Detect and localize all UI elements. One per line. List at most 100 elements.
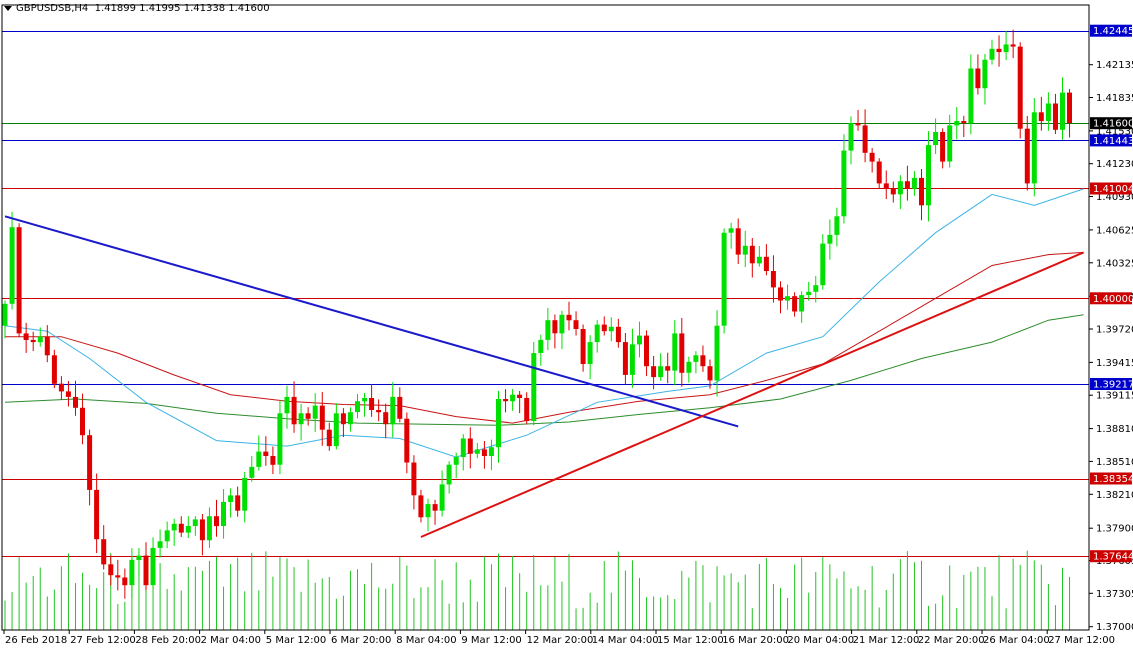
level-tag: 1.40000 bbox=[1090, 292, 1133, 305]
candle bbox=[749, 238, 755, 278]
candle-body bbox=[228, 495, 234, 502]
candle-body bbox=[919, 177, 924, 206]
candle-body bbox=[37, 336, 43, 343]
candle bbox=[263, 436, 269, 466]
candle-body bbox=[947, 125, 953, 162]
candle-body bbox=[608, 326, 614, 332]
candle bbox=[319, 391, 325, 446]
candle-body bbox=[841, 150, 847, 217]
time-tick-label: 28 Feb 20:00 bbox=[135, 635, 201, 646]
candle bbox=[73, 380, 78, 416]
candle bbox=[65, 381, 71, 407]
candle bbox=[143, 542, 149, 591]
candle-body bbox=[763, 256, 769, 271]
candle bbox=[44, 325, 50, 363]
candle bbox=[841, 134, 847, 224]
candle-body bbox=[418, 495, 424, 518]
level-tag-bg bbox=[1090, 182, 1132, 195]
candle-body bbox=[566, 314, 572, 321]
price-tick-label: 1.37305 bbox=[1096, 589, 1133, 600]
candle-body bbox=[954, 121, 960, 126]
candle bbox=[242, 471, 248, 523]
candle-body bbox=[270, 456, 276, 465]
candle-body bbox=[44, 336, 50, 356]
candle bbox=[439, 470, 445, 517]
candle-body bbox=[827, 234, 833, 244]
candle-body bbox=[453, 457, 459, 465]
time-tick-label: 5 Mar 12:00 bbox=[266, 635, 326, 646]
candle-body bbox=[637, 335, 642, 345]
candle-body bbox=[876, 161, 882, 184]
dropdown-triangle-icon[interactable] bbox=[4, 5, 12, 11]
candle bbox=[721, 228, 727, 334]
candle-body bbox=[439, 484, 445, 511]
level-tag: 1.37644 bbox=[1090, 550, 1133, 563]
candle-body bbox=[355, 401, 360, 413]
time-tick-label: 2 Mar 04:00 bbox=[201, 635, 261, 646]
candle-body bbox=[376, 410, 382, 413]
candle bbox=[580, 324, 586, 372]
candle-body bbox=[714, 325, 720, 381]
candle-body bbox=[23, 333, 29, 340]
time-tick-label: 16 Mar 20:00 bbox=[722, 635, 789, 646]
level-tag: 1.41004 bbox=[1090, 182, 1133, 195]
candle-body bbox=[235, 495, 241, 511]
candle bbox=[848, 116, 854, 165]
candle bbox=[693, 351, 699, 374]
candle-body bbox=[369, 398, 375, 410]
price-tick-label: 1.40930 bbox=[1096, 192, 1133, 203]
candle-body bbox=[446, 464, 452, 485]
candle-body bbox=[615, 326, 621, 343]
candle bbox=[496, 390, 501, 463]
candle bbox=[763, 244, 769, 276]
candle-body bbox=[164, 530, 170, 542]
time-tick-label: 12 Mar 20:00 bbox=[527, 635, 594, 646]
candle-body bbox=[728, 228, 734, 233]
candle bbox=[517, 391, 523, 414]
candle-body bbox=[1031, 112, 1037, 184]
candle-body bbox=[383, 412, 389, 425]
price-tick-label: 1.41230 bbox=[1096, 159, 1133, 170]
candle-body bbox=[651, 366, 657, 378]
candle-body bbox=[503, 399, 509, 402]
candle bbox=[355, 394, 360, 419]
candle bbox=[728, 222, 734, 249]
candle bbox=[679, 317, 685, 387]
candle-body bbox=[277, 413, 283, 465]
candle bbox=[340, 408, 346, 438]
candle-body bbox=[594, 324, 600, 343]
candle bbox=[30, 331, 36, 352]
candle-body bbox=[397, 396, 403, 419]
candle bbox=[968, 54, 974, 135]
candle bbox=[510, 389, 516, 411]
candle-body bbox=[16, 227, 22, 334]
plot-border bbox=[1, 4, 1090, 631]
candle bbox=[9, 211, 15, 310]
candle bbox=[940, 128, 946, 169]
candle bbox=[954, 107, 960, 140]
candle bbox=[150, 537, 156, 590]
candle-body bbox=[192, 519, 198, 526]
candle-body bbox=[813, 285, 819, 292]
candle bbox=[418, 489, 424, 523]
level-tag-label: 1.39217 bbox=[1093, 380, 1133, 391]
candle bbox=[58, 376, 64, 400]
candle bbox=[947, 114, 953, 168]
time-tick-label: 26 Mar 04:00 bbox=[983, 635, 1050, 646]
candle-body bbox=[806, 291, 812, 296]
candle-body bbox=[770, 271, 776, 288]
candle-body bbox=[778, 287, 783, 301]
price-tick-label: 1.41530 bbox=[1096, 126, 1133, 137]
candle bbox=[16, 223, 22, 338]
candle bbox=[926, 131, 931, 222]
candle-body bbox=[940, 132, 946, 162]
candle bbox=[432, 499, 438, 525]
candle-body bbox=[87, 435, 93, 490]
candle-body bbox=[799, 295, 805, 312]
candle bbox=[425, 498, 431, 532]
candle-body bbox=[559, 314, 565, 334]
candle-body bbox=[926, 145, 931, 206]
candle bbox=[890, 181, 896, 203]
candle-body bbox=[9, 227, 15, 304]
